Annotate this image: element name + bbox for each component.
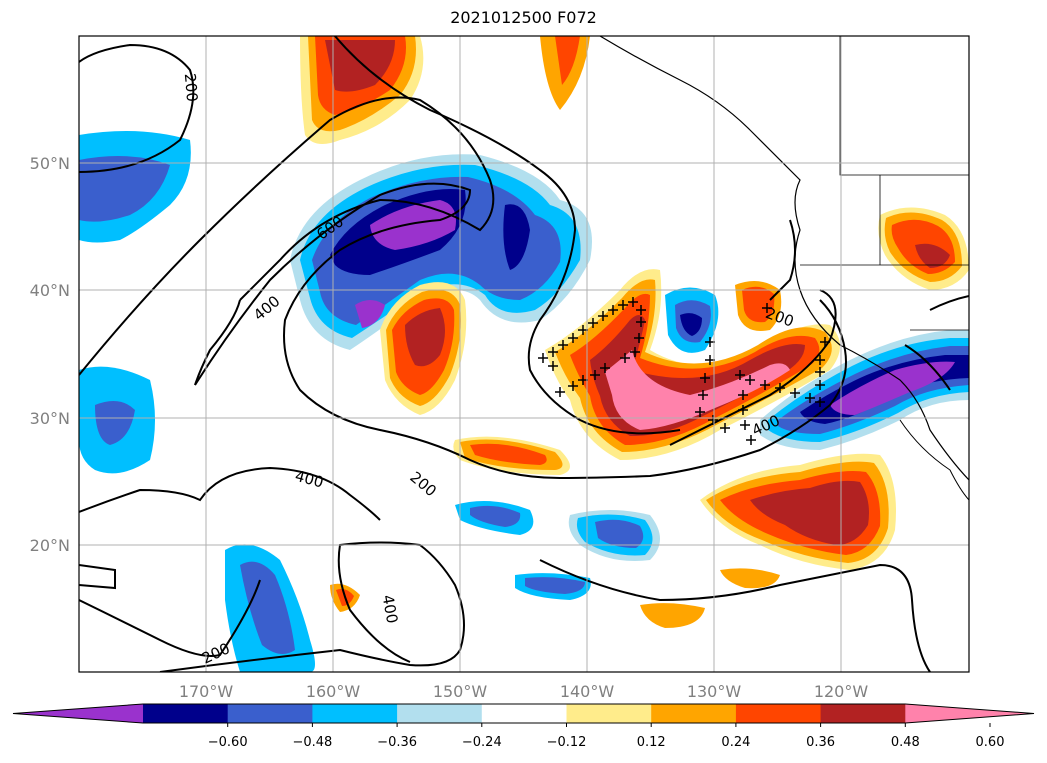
colorbar-tick-label: 0.60 <box>976 735 1005 750</box>
colorbar-segment <box>312 704 398 723</box>
colorbar-segment <box>566 704 652 723</box>
colorbar-segment <box>143 704 229 723</box>
longitude-labels: 170°W 160°W 150°W 140°W 130°W 120°W <box>179 682 869 701</box>
lon-label: 120°W <box>814 682 869 701</box>
latitude-labels: 50°N 40°N 30°N 20°N <box>30 154 70 555</box>
colorbar-segment <box>820 704 906 723</box>
colorbar-segment <box>651 704 737 723</box>
colorbar-tick-label: −0.48 <box>292 735 332 750</box>
colorbar-tick-label: 0.48 <box>891 735 920 750</box>
lon-label: 130°W <box>687 682 742 701</box>
colorbar-tick-label: 0.24 <box>721 735 750 750</box>
map-title: 2021012500 F072 <box>450 8 597 27</box>
graticule <box>79 36 969 672</box>
lon-label: 140°W <box>560 682 615 701</box>
contour-label: 400 <box>379 593 402 624</box>
colorbar-segment <box>905 704 1034 723</box>
colorbar: −0.60 −0.48 −0.36 −0.24 −0.12 0.12 0.24 0.36 0.4… <box>12 703 1035 750</box>
colorbar-segment <box>481 704 567 723</box>
colorbar-tick-label: −0.36 <box>377 735 417 750</box>
colorbar-tick-label: −0.12 <box>547 735 587 750</box>
contour-label: 200 <box>181 73 201 103</box>
lat-label: 40°N <box>30 281 70 300</box>
colorbar-tick-label: 0.36 <box>806 735 835 750</box>
lat-label: 50°N <box>30 154 70 173</box>
plus-markers <box>538 297 830 445</box>
lat-label: 20°N <box>30 536 70 555</box>
colorbar-segment <box>13 704 143 723</box>
colorbar-tick-label: −0.60 <box>208 735 248 750</box>
lon-label: 170°W <box>179 682 234 701</box>
colorbar-tick-label: −0.24 <box>462 735 502 750</box>
shaded-field <box>79 36 969 672</box>
colorbar-outline <box>12 703 1035 724</box>
colorbar-segment <box>735 704 822 723</box>
lon-label: 150°W <box>433 682 488 701</box>
colorbar-tick-label: 0.12 <box>637 735 666 750</box>
colorbar-segment <box>397 704 483 723</box>
colorbar-segment <box>227 704 313 723</box>
lat-label: 30°N <box>30 409 70 428</box>
map-frame <box>78 35 970 673</box>
lon-label: 160°W <box>306 682 361 701</box>
